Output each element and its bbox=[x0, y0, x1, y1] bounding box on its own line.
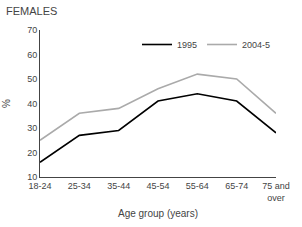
svg-text:65-74: 65-74 bbox=[225, 181, 248, 191]
svg-text:%: % bbox=[1, 99, 12, 108]
svg-text:70: 70 bbox=[27, 25, 37, 35]
svg-text:2004-5: 2004-5 bbox=[242, 40, 270, 50]
svg-text:1995: 1995 bbox=[177, 40, 197, 50]
svg-text:60: 60 bbox=[27, 50, 37, 60]
svg-text:35-44: 35-44 bbox=[107, 181, 130, 191]
svg-text:10: 10 bbox=[27, 172, 37, 182]
svg-text:50: 50 bbox=[27, 74, 37, 84]
svg-text:30: 30 bbox=[27, 123, 37, 133]
svg-text:45-54: 45-54 bbox=[146, 181, 169, 191]
svg-text:75 andover: 75 andover bbox=[262, 181, 290, 203]
svg-text:FEMALES: FEMALES bbox=[6, 5, 57, 17]
svg-text:55-64: 55-64 bbox=[186, 181, 209, 191]
svg-text:20: 20 bbox=[27, 148, 37, 158]
svg-text:40: 40 bbox=[27, 99, 37, 109]
svg-text:Age group (years): Age group (years) bbox=[118, 208, 198, 219]
svg-text:18-24: 18-24 bbox=[28, 181, 51, 191]
svg-text:25-34: 25-34 bbox=[68, 181, 91, 191]
